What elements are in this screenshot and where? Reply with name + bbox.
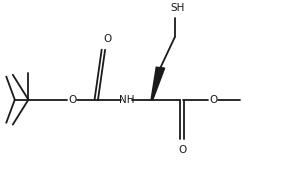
Text: O: O (178, 145, 186, 155)
Text: O: O (68, 95, 77, 105)
Text: O: O (104, 34, 112, 44)
Text: O: O (209, 95, 217, 105)
Text: SH: SH (170, 3, 185, 13)
Polygon shape (151, 67, 165, 100)
Text: NH: NH (119, 95, 134, 105)
